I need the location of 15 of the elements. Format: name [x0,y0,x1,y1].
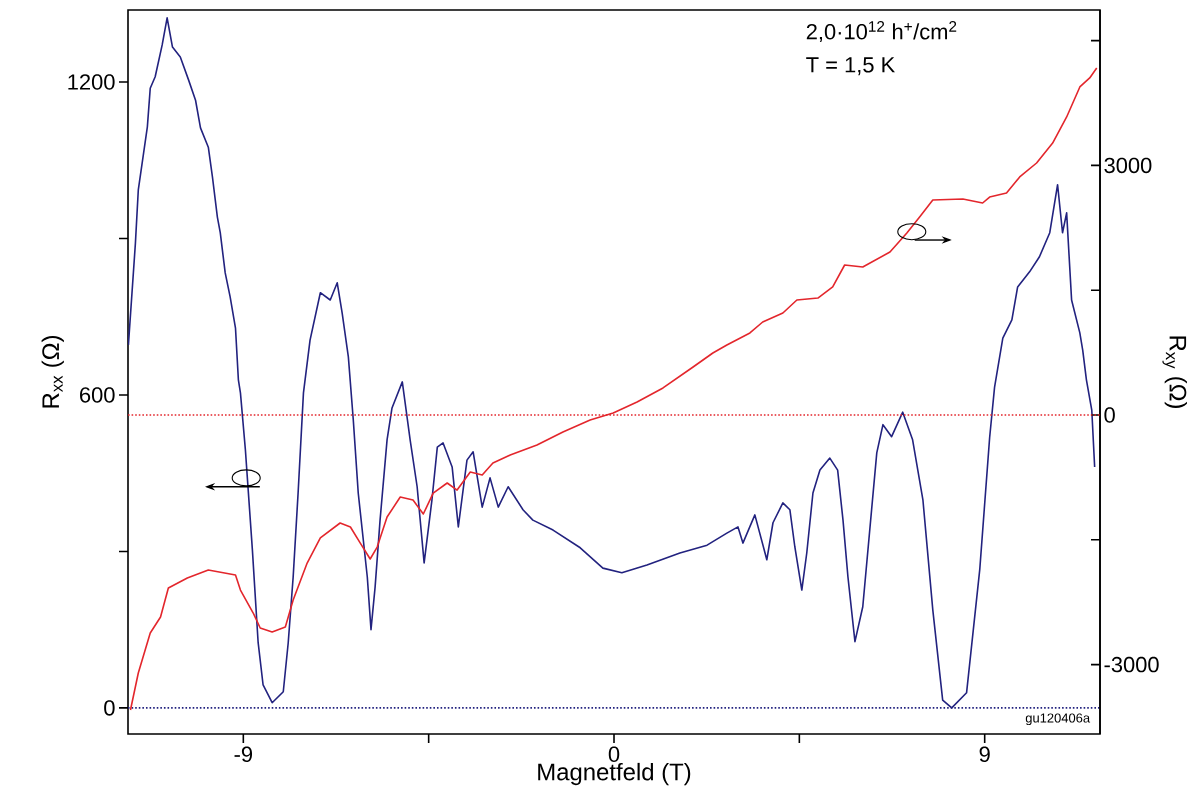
annotation: T = 1,5 K [806,57,895,76]
y-tick-label: 600 [80,387,115,403]
y-tick-label: 1200 [68,74,115,90]
x-axis-title: Magnetfeld (T) [538,762,691,786]
x-tick-label: 9 [979,746,990,763]
y-axis-title: R$_{xx}$ (Ω) [41,335,64,408]
y2-tick-label: -3000 [1104,656,1159,673]
annotation: gu120406a [1025,713,1091,726]
y2-tick-label: 3000 [1104,157,1152,174]
x-tick-label: 0 [608,746,620,763]
y2-axis-title: R$_{xy}$ (Ω) [1162,336,1187,408]
y2-tick-label: 0 [1104,407,1115,423]
y-tick-label: 0 [104,700,115,716]
x-tick-label: -9 [234,746,253,763]
annotation: 2,0·10$^{12}$ h$^{+}$/cm$^{2}$ [806,21,957,43]
